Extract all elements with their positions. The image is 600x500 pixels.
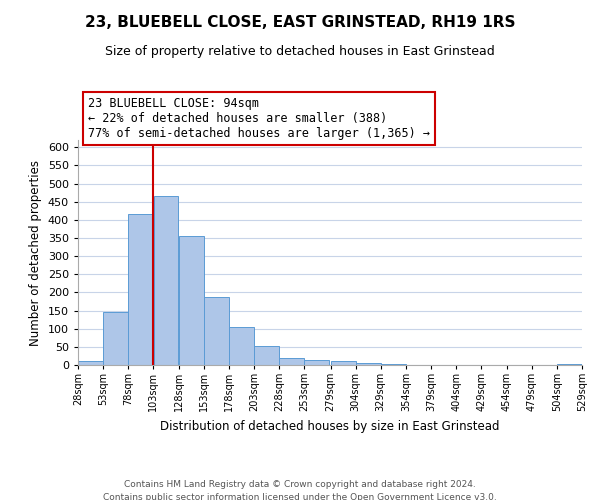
Bar [204,297,229,365]
Text: 23 BLUEBELL CLOSE: 94sqm
← 22% of detached houses are smaller (388)
77% of semi-: 23 BLUEBELL CLOSE: 94sqm ← 22% of detach… [88,97,430,140]
Bar [381,364,406,365]
Text: Contains HM Land Registry data © Crown copyright and database right 2024.: Contains HM Land Registry data © Crown c… [124,480,476,489]
Bar [128,214,153,365]
Text: Contains public sector information licensed under the Open Government Licence v3: Contains public sector information licen… [103,492,497,500]
Bar [103,312,128,365]
X-axis label: Distribution of detached houses by size in East Grinstead: Distribution of detached houses by size … [160,420,500,432]
Bar [356,363,380,365]
Bar [78,362,103,365]
Bar [557,364,582,365]
Bar [229,327,254,365]
Bar [179,236,203,365]
Bar [254,346,279,365]
Bar [331,362,356,365]
Y-axis label: Number of detached properties: Number of detached properties [29,160,42,346]
Bar [280,358,304,365]
Text: Size of property relative to detached houses in East Grinstead: Size of property relative to detached ho… [105,45,495,58]
Bar [304,360,329,365]
Text: 23, BLUEBELL CLOSE, EAST GRINSTEAD, RH19 1RS: 23, BLUEBELL CLOSE, EAST GRINSTEAD, RH19… [85,15,515,30]
Bar [154,196,178,365]
